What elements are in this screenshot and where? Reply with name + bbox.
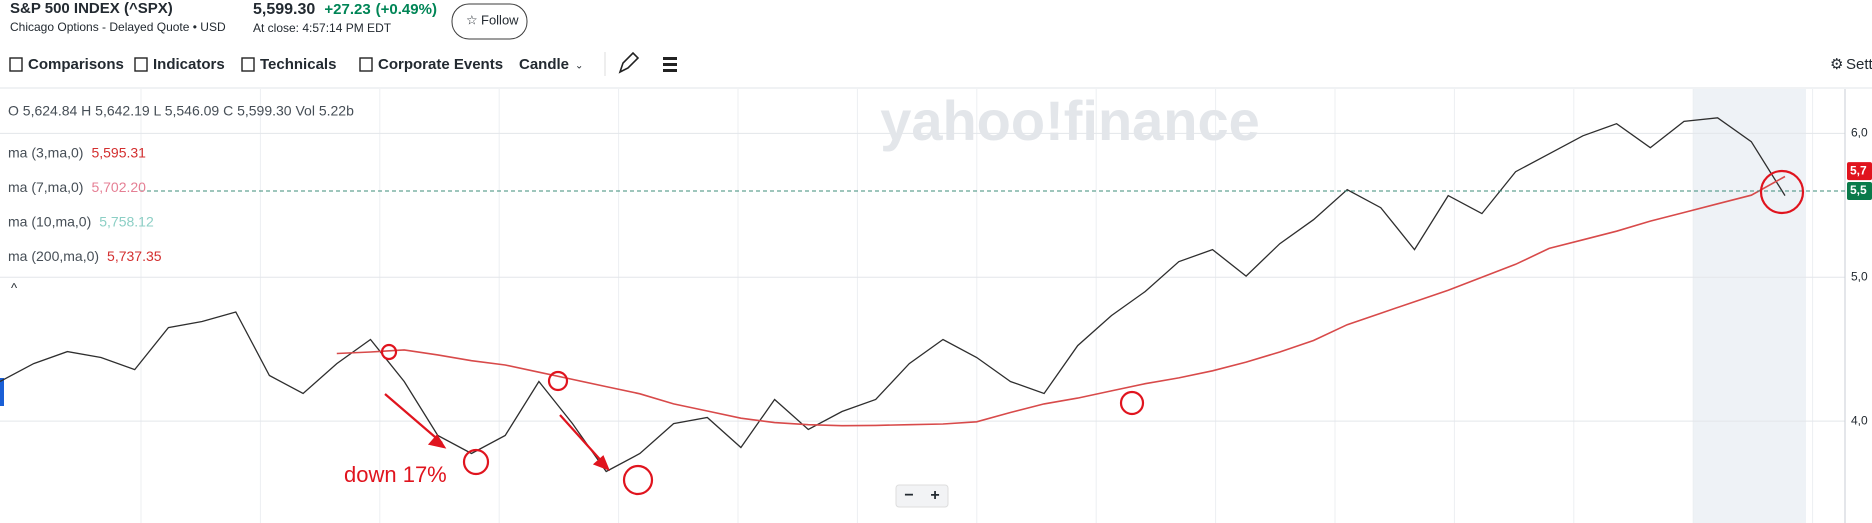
change-percent: (+0.49%): [376, 1, 437, 18]
zoom-in[interactable]: +: [930, 487, 939, 504]
indicator-name: ma (7,ma,0): [8, 179, 83, 195]
indicator-value: 5,737.35: [107, 248, 162, 264]
indicator-name: ma (10,ma,0): [8, 214, 91, 230]
collapse-caret[interactable]: ^: [11, 280, 18, 295]
toolbar-icon: [241, 57, 255, 72]
indicator-value: 5,595.31: [91, 145, 146, 161]
toolbar-item[interactable]: Indicators: [153, 56, 225, 73]
toolbar-icon: [9, 57, 23, 72]
price-tag: [1847, 162, 1872, 181]
annotation-text: down 17%: [344, 462, 447, 487]
follow-label: Follow: [481, 12, 519, 27]
annotation-circles: [380, 169, 1805, 496]
price: 5,599.30: [253, 1, 315, 18]
y-tick-label: 4,0: [1851, 413, 1868, 427]
dropdown-caret: ⌄: [575, 61, 583, 72]
toolbar-item[interactable]: Candle: [519, 56, 569, 73]
toolbar-item[interactable]: Corporate Events: [378, 56, 503, 73]
price-tag-label: 5,5: [1850, 183, 1867, 197]
subtitle: Chicago Options - Delayed Quote • USD: [10, 20, 226, 34]
zoom-out[interactable]: −: [904, 487, 913, 504]
settings-icon: ⚙: [1830, 56, 1843, 73]
title: S&P 500 INDEX (^SPX): [10, 0, 173, 17]
y-tick-label: 6,0: [1851, 125, 1868, 139]
zoom-box: [895, 484, 949, 508]
follow-button[interactable]: [451, 3, 528, 40]
highlight-region: [1693, 89, 1806, 523]
toolbar-item[interactable]: Technicals: [260, 56, 336, 73]
indicator-name: ma (200,ma,0): [8, 248, 99, 264]
settings[interactable]: Setti: [1846, 56, 1872, 73]
toolbar-item[interactable]: Comparisons: [28, 56, 124, 73]
price-tag: [1847, 182, 1872, 201]
indicator-value: 5,758.12: [99, 214, 154, 230]
ma-line: [336, 175, 1786, 427]
ohlc-legend: O 5,624.84 H 5,642.19 L 5,546.09 C 5,599…: [8, 103, 354, 119]
y-tick-label: 5,0: [1851, 269, 1868, 283]
indicator-value: 5,702.20: [91, 179, 146, 195]
time: At close: 4:57:14 PM EDT: [253, 21, 392, 35]
price-line: [0, 117, 1786, 473]
toolbar-icon: [134, 57, 148, 72]
indicator-name: ma (3,ma,0): [8, 145, 83, 161]
annotation-arrows: [384, 393, 611, 471]
toolbar-icon: [359, 57, 373, 72]
pencil-icon[interactable]: [618, 51, 640, 74]
menu-icon[interactable]: [663, 57, 677, 72]
zoom-controls: − +: [895, 484, 949, 508]
star-icon: ☆: [466, 12, 478, 27]
watermark: yahoo!finance: [880, 89, 1260, 152]
left-handle[interactable]: [0, 378, 4, 406]
price-tag-label: 5,7: [1850, 163, 1867, 177]
change: +27.23: [324, 1, 370, 18]
